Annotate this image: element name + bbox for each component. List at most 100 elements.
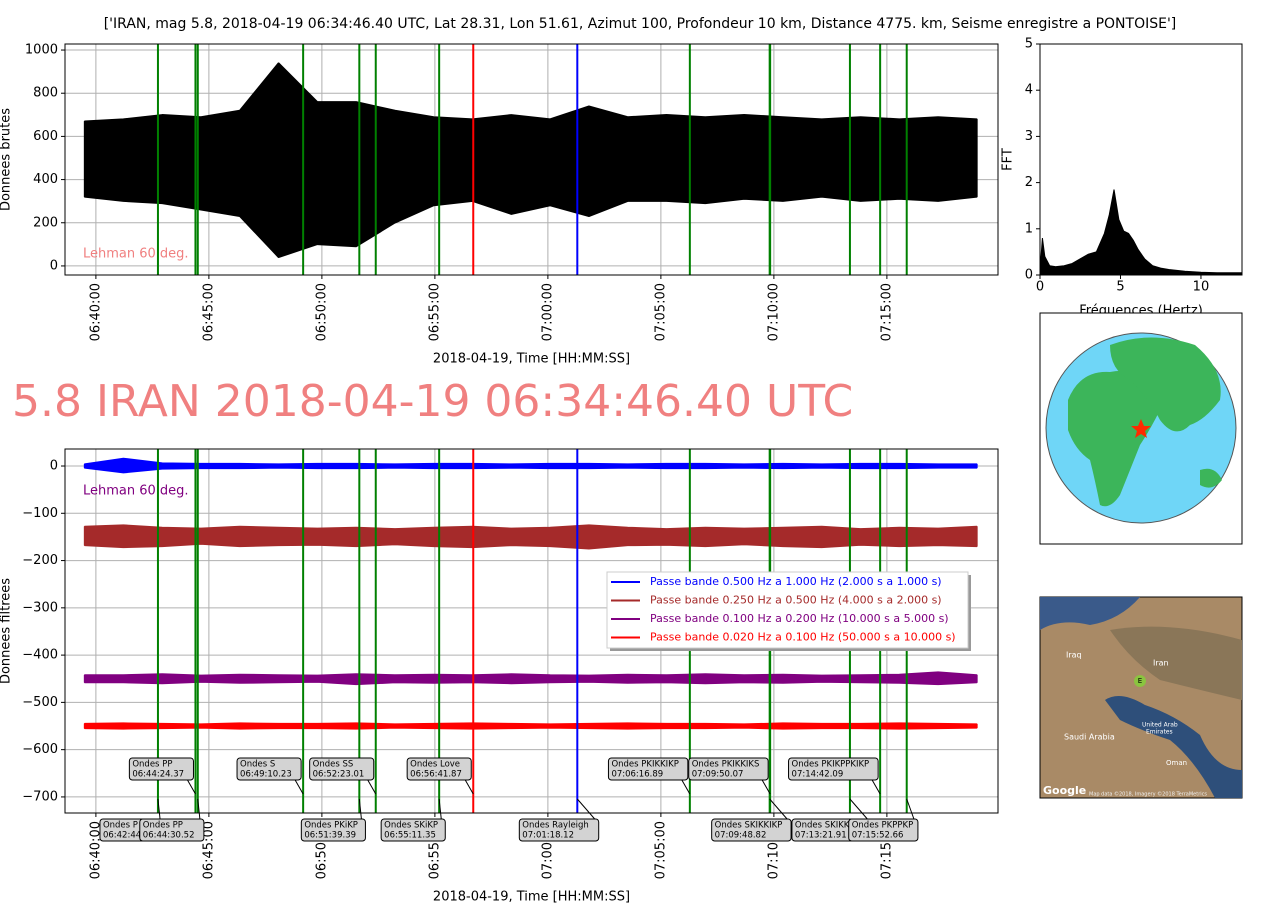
annotation-box (848, 818, 919, 842)
annotation-time: 07:01:18.12 (522, 831, 574, 841)
epicenter-star (1131, 419, 1151, 438)
map-mountains (1110, 626, 1242, 700)
annotation: Lehman 60 deg. (83, 484, 189, 499)
legend-label: Passe bande 0.500 Hz a 1.000 Hz (2.000 s… (650, 575, 942, 588)
y-axis-title: Donnees filtrees (0, 578, 14, 684)
y-tick-label: −100 (22, 506, 58, 521)
map-label: Iraq (1066, 651, 1082, 660)
trace (83, 722, 978, 730)
trace (83, 62, 978, 259)
annotation-name: Ondes PKIKKIKS (692, 760, 760, 770)
annotation-name: Ondes PKPPKP (852, 821, 913, 831)
annotation-box (711, 818, 792, 842)
globe-land (1200, 468, 1222, 488)
y-tick-label: 0 (50, 459, 58, 474)
annotation-box (380, 818, 446, 842)
x-tick-label: 0 (1036, 280, 1044, 295)
map-logo: Google (1043, 784, 1086, 797)
x-tick-label: 06:40:00 (88, 283, 103, 341)
y-tick-label: 0 (50, 258, 58, 273)
annotation-time: 07:06:16.89 (611, 770, 663, 780)
map-label: United Arab (1142, 722, 1178, 729)
map-label: Emirates (1146, 729, 1173, 736)
annotation-box (607, 757, 689, 781)
chart: 06:40:00 06:45:00 06:50:00 06:55:00 07:00:00… (0, 448, 999, 903)
annotation-time: 07:09:48.82 (715, 831, 767, 841)
annotation-arrow (438, 798, 442, 820)
annotation-arrow (187, 779, 196, 795)
y-tick-label: 600 (33, 129, 58, 144)
x-tick-label: 07:00:00 (540, 283, 555, 341)
annotation-time: 06:51:39.39 (304, 831, 356, 841)
axes-frame (64, 448, 999, 814)
annotation-box (236, 757, 302, 781)
y-tick-label: −300 (22, 600, 58, 615)
annotation-box (518, 818, 600, 842)
annotation-arrow (681, 779, 691, 795)
annotation-name: Ondes PKiKP (304, 821, 358, 831)
y-tick-label: 1 (1025, 221, 1033, 236)
trace (83, 457, 978, 474)
chart: 06:40:00 06:45:00 06:50:00 06:55:00 07:00:00… (0, 43, 999, 367)
map-sea (1040, 597, 1140, 630)
axes-frame (64, 43, 999, 276)
y-tick-label: 5 (1025, 37, 1033, 52)
y-tick-label: 800 (33, 86, 58, 101)
annotation-time: 06:44:24.37 (132, 770, 184, 780)
annotation-name: Ondes Rayleigh (522, 821, 589, 831)
annotation-box (406, 757, 472, 781)
map-label: Iran (1153, 659, 1169, 668)
y-tick-label: −600 (22, 742, 58, 757)
legend-label: Passe bande 0.100 Hz a 0.200 Hz (10.000 … (650, 612, 949, 625)
map-panel: E Iraq Iran Saudi Arabia United Arab Emi… (1039, 596, 1243, 799)
annotation-arrow (906, 798, 915, 820)
y-axis-title: FFT (1001, 148, 1016, 171)
globe-land (1068, 370, 1162, 507)
y-tick-label: −400 (22, 648, 58, 663)
globe-panel (1039, 312, 1243, 545)
y-tick-label: 2 (1025, 175, 1033, 190)
annotation-box (788, 757, 879, 781)
x-tick-label: 07:15:00 (879, 283, 894, 341)
x-tick-label: 07:05:00 (653, 821, 668, 879)
annotation-name: Ondes SKiKP (384, 821, 438, 831)
annotation-name: Ondes PKIKKIKP (611, 760, 678, 770)
annotation-arrow (769, 798, 788, 820)
legend-label: Passe bande 0.250 Hz a 0.500 Hz (4.000 s… (650, 594, 942, 607)
spectrum (1039, 189, 1242, 276)
annotation-name: Ondes SS (313, 760, 354, 770)
annotation-name: Ondes PP (132, 760, 172, 770)
x-tick-label: 07:10:00 (766, 283, 781, 341)
plot-area (1040, 44, 1242, 275)
x-tick-label: 06:45:00 (201, 821, 216, 879)
annotation-arrow (849, 798, 868, 820)
x-axis-title: 2018-04-19, Time [HH:MM:SS] (433, 352, 630, 367)
y-axis-title: Donnees brutes (0, 108, 14, 211)
annotation-arrow (197, 798, 201, 820)
annotation-time: 06:42:44.78 (103, 831, 155, 841)
annotation-arrow (358, 798, 362, 820)
annotation-box (139, 818, 205, 842)
annotation-box (309, 757, 375, 781)
charts: 06:40:00 06:45:00 06:50:00 06:55:00 07:00:00… (0, 37, 1243, 903)
annotation-time: 06:55:11.35 (384, 831, 436, 841)
annotation: Lehman 60 deg. (83, 247, 189, 262)
y-tick-label: 3 (1025, 129, 1033, 144)
map-label: Saudi Arabia (1064, 733, 1115, 742)
y-tick-label: 1000 (25, 43, 58, 58)
y-tick-label: 0 (1025, 268, 1033, 283)
annotation-box (300, 818, 366, 842)
map-pin-label: E (1138, 677, 1142, 685)
x-tick-label: 07:05:00 (653, 283, 668, 341)
annotation-time: 06:49:10.23 (240, 770, 292, 780)
legend-label: Passe bande 0.020 Hz a 0.100 Hz (50.000 … (650, 631, 956, 644)
x-tick-label: 06:50:00 (314, 283, 329, 341)
axes-frame (1039, 43, 1243, 276)
x-tick-label: 06:55:00 (427, 283, 442, 341)
y-tick-label: −500 (22, 695, 58, 710)
annotation-name: Ondes Love (410, 760, 460, 770)
annotation-arrow (761, 779, 771, 795)
map-attribution: Map data ©2018, Imagery ©2018 TerraMetri… (1089, 791, 1207, 798)
globe-land (1110, 337, 1221, 432)
trace (83, 671, 978, 686)
